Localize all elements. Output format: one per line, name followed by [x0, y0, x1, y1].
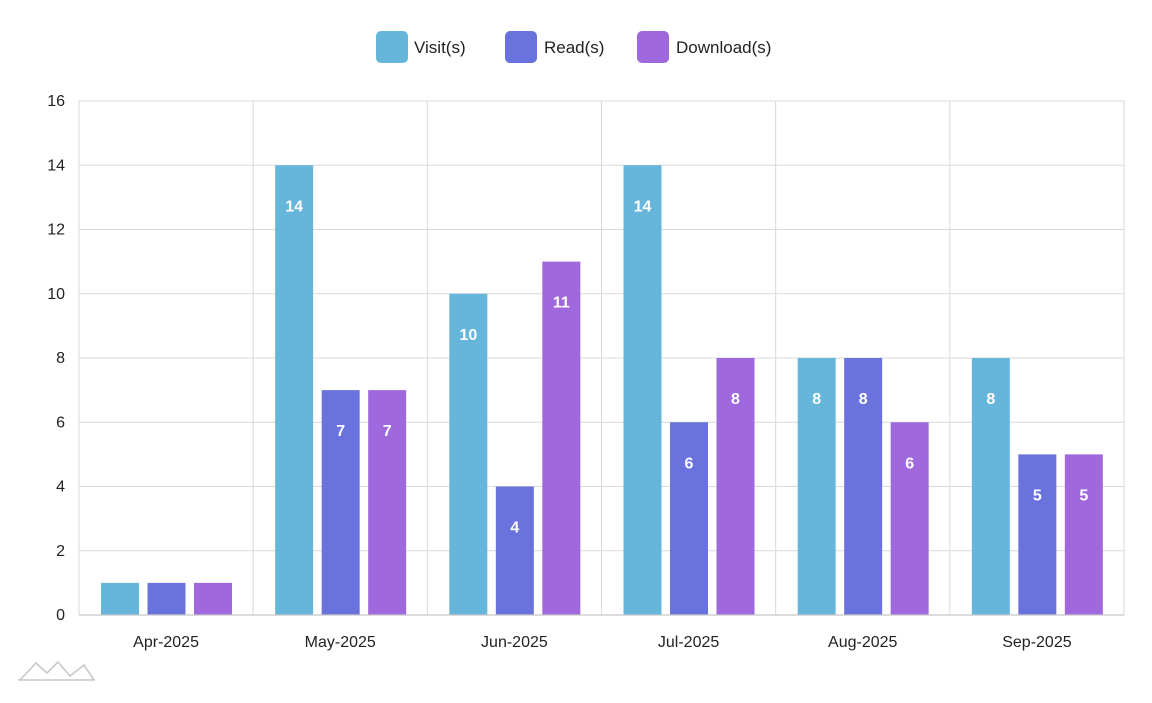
x-tick-label: Sep-2025 — [1002, 634, 1071, 651]
legend-swatch — [376, 31, 408, 63]
logo-peaks — [19, 660, 95, 681]
bar-data-label: 11 — [553, 295, 570, 312]
y-tick-label: 14 — [47, 157, 65, 174]
x-axis: Apr-2025 May-2025 Jun-2025 Jul-2025 Aug-2025… — [79, 614, 1124, 651]
bar-data-label: 14 — [285, 198, 303, 215]
y-tick-label: 8 — [56, 350, 65, 367]
legend-item-visits[interactable]: Visit(s) — [376, 31, 466, 63]
y-tick-label: 6 — [56, 414, 65, 431]
bar-reads-jun-2025[interactable] — [495, 486, 534, 616]
bar-downloads-sep-2025[interactable] — [1064, 454, 1103, 615]
bar-data-label: 7 — [383, 423, 392, 440]
y-tick-label: 0 — [56, 607, 65, 624]
x-tick-label: Apr-2025 — [133, 634, 199, 651]
bar-data-label: 14 — [634, 198, 652, 215]
bar-data-label: 5 — [1079, 487, 1088, 504]
legend-label: Visit(s) — [414, 38, 466, 57]
bar-reads-apr-2025[interactable] — [147, 582, 186, 615]
y-tick-label: 12 — [47, 222, 65, 239]
x-tick-label: Aug-2025 — [828, 634, 897, 651]
legend-item-reads[interactable]: Read(s) — [505, 31, 604, 63]
bar-reads-aug-2025[interactable] — [844, 358, 883, 615]
bar-downloads-apr-2025[interactable] — [194, 582, 232, 615]
bar-visits-apr-2025[interactable] — [101, 582, 139, 615]
bar-visits-sep-2025[interactable] — [971, 358, 1010, 615]
bar-data-label: 8 — [986, 391, 995, 408]
chart-grid — [78, 100, 1125, 616]
bar-reads-jul-2025[interactable] — [670, 422, 708, 615]
bar-data-label: 5 — [1033, 487, 1042, 504]
legend-label: Read(s) — [544, 38, 604, 57]
y-tick-label: 2 — [56, 543, 65, 560]
legend-swatch — [637, 31, 669, 63]
x-tick-label: Jul-2025 — [658, 634, 719, 651]
bar-data-label: 8 — [812, 391, 821, 408]
bar-data-label: 4 — [510, 520, 519, 537]
legend-swatch — [505, 31, 537, 63]
bar-visits-jun-2025[interactable] — [449, 293, 488, 615]
chart-legend: Visit(s) Read(s) Download(s) — [376, 31, 771, 63]
legend-label: Download(s) — [676, 38, 771, 57]
bar-data-label: 6 — [905, 455, 914, 472]
bar-data-label: 6 — [685, 455, 694, 472]
bar-reads-may-2025[interactable] — [321, 390, 360, 615]
bar-visits-may-2025[interactable] — [275, 165, 314, 615]
y-tick-label: 10 — [47, 286, 65, 303]
x-tick-label: May-2025 — [305, 634, 376, 651]
bar-data-label: 8 — [731, 391, 740, 408]
bar-downloads-aug-2025[interactable] — [890, 422, 929, 615]
bar-reads-sep-2025[interactable] — [1018, 454, 1057, 615]
amcharts-logo-icon — [18, 660, 95, 681]
x-tick-label: Jun-2025 — [481, 634, 548, 651]
y-tick-label: 4 — [56, 479, 65, 496]
bar-data-label: 7 — [336, 423, 345, 440]
bar-downloads-may-2025[interactable] — [368, 390, 407, 615]
bar-visits-jul-2025[interactable] — [623, 165, 662, 615]
bar-data-label: 8 — [859, 391, 868, 408]
bar-data-label: 10 — [459, 327, 477, 344]
legend-item-downloads[interactable]: Download(s) — [637, 31, 771, 63]
bar-visits-aug-2025[interactable] — [797, 358, 836, 615]
bar-downloads-jun-2025[interactable] — [542, 261, 581, 615]
y-axis: 0 2 4 6 8 10 12 14 16 — [47, 93, 65, 624]
bars-layer: 14 7 7 10 4 11 14 6 8 8 8 6 8 5 5 — [101, 165, 1103, 615]
y-tick-label: 16 — [47, 93, 65, 110]
bar-downloads-jul-2025[interactable] — [716, 358, 755, 615]
